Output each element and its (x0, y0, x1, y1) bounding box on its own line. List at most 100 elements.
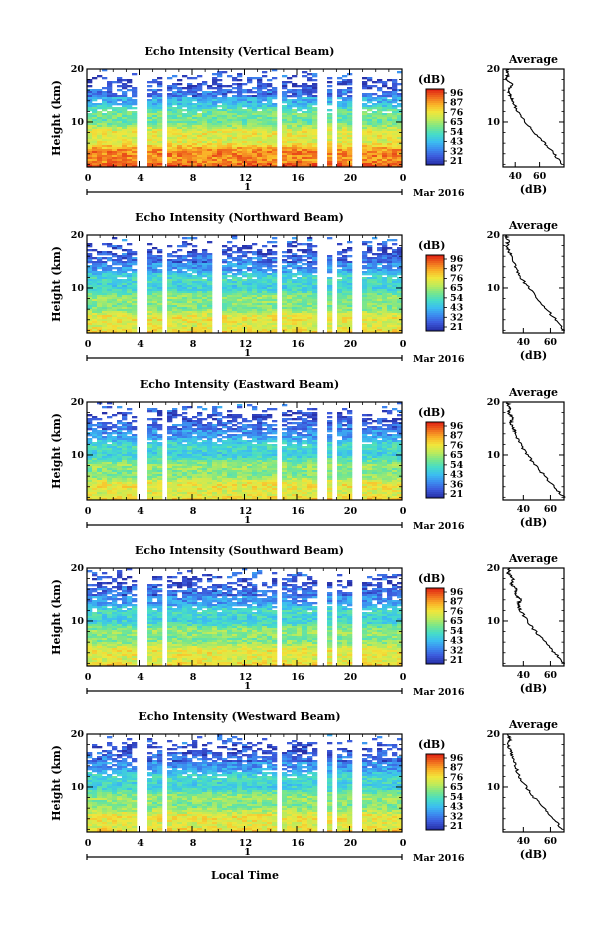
heatmap-cell (237, 285, 243, 288)
heatmap-cell (132, 329, 138, 332)
heatmap-cell (212, 406, 218, 409)
heatmap-cell (237, 323, 243, 326)
heatmap-cell (227, 331, 233, 334)
heatmap-cell (147, 271, 153, 274)
heatmap-cell (207, 139, 213, 142)
heatmap-cell (177, 275, 183, 278)
heatmap-cell (312, 85, 318, 88)
heatmap-cell (267, 119, 273, 122)
heatmap-cell (342, 145, 348, 148)
heatmap-cell (307, 77, 313, 80)
heatmap-cell (312, 299, 318, 302)
heatmap-cell (87, 289, 93, 292)
heatmap-cell (242, 303, 248, 306)
heatmap-cell (392, 123, 398, 126)
heatmap-cell (167, 283, 173, 286)
heatmap-cell (297, 99, 303, 102)
heatmap-cell (247, 91, 253, 94)
heatmap-cell (197, 149, 203, 152)
heatmap-cell (167, 103, 173, 106)
heatmap-cell (292, 137, 298, 140)
heatmap-cell (112, 145, 118, 148)
heatmap-cell (237, 329, 243, 332)
heatmap-cell (102, 305, 108, 308)
heatmap-cell (182, 165, 188, 168)
heatmap-cell (217, 159, 223, 162)
heatmap-cell (392, 135, 398, 138)
heatmap-cell (312, 151, 318, 154)
heatmap-cell (232, 277, 238, 280)
heatmap-cell (282, 97, 288, 100)
heatmap-cell (302, 323, 308, 326)
heatmap-cell (267, 251, 273, 254)
heatmap-cell (287, 317, 293, 320)
heatmap-cell (267, 323, 273, 326)
heatmap-cell (282, 163, 288, 166)
heatmap-cell (172, 133, 178, 136)
heatmap-cell (202, 131, 208, 134)
heatmap-cell (222, 315, 228, 318)
heatmap-cell (197, 161, 203, 164)
heatmap-cell (392, 151, 398, 154)
heatmap-cell (202, 327, 208, 330)
heatmap-cell (182, 263, 188, 266)
heatmap-cell (312, 139, 318, 142)
heatmap-cell (372, 297, 378, 300)
heatmap-cell (307, 141, 313, 144)
heatmap-cell (327, 81, 333, 84)
heatmap-cell (232, 77, 238, 80)
heatmap-cell (122, 311, 128, 314)
heatmap-cell (132, 73, 138, 76)
heatmap-cell (387, 79, 393, 82)
heatmap-cell (187, 99, 193, 102)
heatmap-cell (207, 133, 213, 136)
heatmap-cell (132, 331, 138, 334)
heatmap-cell (147, 410, 153, 413)
heatmap-cell (362, 243, 368, 246)
heatmap-cell (212, 87, 218, 90)
heatmap-cell (182, 317, 188, 320)
heatmap-cell (377, 141, 383, 144)
heatmap-cell (387, 125, 393, 128)
heatmap-cell (87, 115, 93, 118)
heatmap-cell (392, 107, 398, 110)
heatmap-cell (117, 99, 123, 102)
heatmap-cell (177, 117, 183, 120)
heatmap-cell (302, 269, 308, 272)
heatmap-cell (157, 293, 163, 296)
heatmap-cell (207, 291, 213, 294)
heatmap-cell (347, 139, 353, 142)
heatmap-cell (192, 309, 198, 312)
heatmap-cell (287, 283, 293, 286)
heatmap-cell (312, 422, 318, 425)
heatmap-cell (297, 418, 303, 421)
heatmap-cell (337, 271, 343, 274)
heatmap-cell (97, 301, 103, 304)
heatmap-cell (107, 309, 113, 312)
heatmap-cell (192, 317, 198, 320)
heatmap-cell (382, 253, 388, 256)
heatmap-cell (182, 412, 188, 415)
heatmap-cell (182, 267, 188, 270)
heatmap-cell (167, 133, 173, 136)
heatmap-cell (147, 151, 153, 154)
heatmap-cell (92, 277, 98, 280)
heatmap-cell (347, 420, 353, 423)
heatmap-cell (172, 149, 178, 152)
heatmap-cell (292, 155, 298, 158)
heatmap-cell (227, 307, 233, 310)
heatmap-cell (217, 113, 223, 116)
heatmap-cell (327, 412, 333, 415)
heatmap-cell (272, 313, 278, 316)
heatmap-cell (227, 263, 233, 266)
heatmap-cell (347, 115, 353, 118)
heatmap-cell (287, 131, 293, 134)
heatmap-cell (202, 255, 208, 258)
heatmap-cell (152, 420, 158, 423)
heatmap-cell (237, 426, 243, 429)
heatmap-cell (152, 273, 158, 276)
heatmap-cell (117, 89, 123, 92)
heatmap-cell (107, 289, 113, 292)
heatmap-cell (382, 99, 388, 102)
colorbar-swatch (426, 115, 444, 118)
